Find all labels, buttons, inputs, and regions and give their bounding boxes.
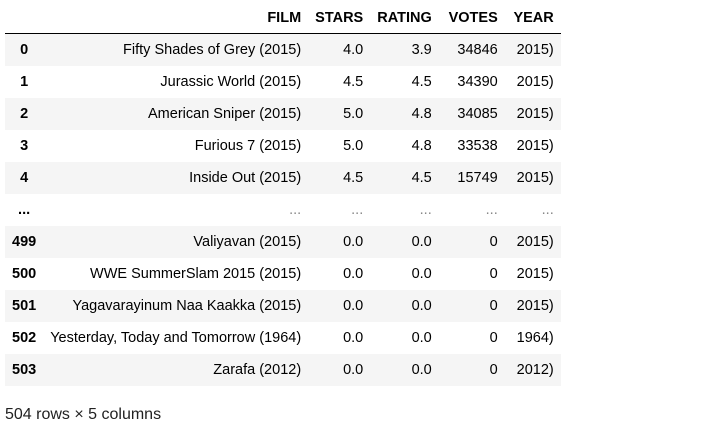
index-header xyxy=(5,2,44,34)
cell-film: WWE SummerSlam 2015 (2015) xyxy=(90,266,302,282)
cell-votes: 34390 xyxy=(457,74,498,90)
cell-year: 2015) xyxy=(516,170,554,186)
row-index: ... xyxy=(18,202,31,218)
row-index: 2 xyxy=(20,106,29,122)
cell-stars: 0.0 xyxy=(343,362,364,378)
cell-rating: 0.0 xyxy=(411,330,432,346)
cell-year: 1964) xyxy=(516,330,554,346)
row-index: 503 xyxy=(12,362,37,378)
cell-stars: 0.0 xyxy=(343,234,364,250)
cell-rating: 0.0 xyxy=(411,266,432,282)
cell-film: Yagavarayinum Naa Kaakka (2015) xyxy=(72,298,302,314)
cell-year: 2015) xyxy=(516,234,554,250)
cell-stars: 0.0 xyxy=(343,298,364,314)
cell-year: 2015) xyxy=(516,266,554,282)
cell-film: Fifty Shades of Grey (2015) xyxy=(123,42,302,58)
cell-film: Yesterday, Today and Tomorrow (1964) xyxy=(50,330,302,346)
cell-votes: ... xyxy=(485,202,498,218)
cell-year: 2015) xyxy=(516,106,554,122)
row-index: 501 xyxy=(12,298,37,314)
table-row: 3 Furious 7 (2015) 5.0 4.8 33538 2015) xyxy=(5,130,561,162)
row-index: 3 xyxy=(20,138,29,154)
cell-stars: 4.0 xyxy=(343,42,364,58)
cell-stars: 4.5 xyxy=(343,74,364,90)
cell-votes: 0 xyxy=(489,330,498,346)
column-header-film: FILM xyxy=(43,2,309,34)
cell-year: 2015) xyxy=(516,42,554,58)
cell-votes: 34085 xyxy=(457,106,498,122)
cell-rating: 0.0 xyxy=(411,362,432,378)
cell-votes: 34846 xyxy=(457,42,498,58)
table-row: 1 Jurassic World (2015) 4.5 4.5 34390 20… xyxy=(5,66,561,98)
shape-summary: 504 rows × 5 columns xyxy=(5,406,162,423)
cell-rating: ... xyxy=(419,202,432,218)
ellipsis-row: ... ... ... ... ... ... xyxy=(5,194,561,226)
cell-rating: 3.9 xyxy=(411,42,432,58)
cell-rating: 0.0 xyxy=(411,298,432,314)
column-header-stars: STARS xyxy=(308,2,371,34)
cell-votes: 0 xyxy=(489,362,498,378)
cell-votes: 0 xyxy=(489,266,498,282)
cell-rating: 4.5 xyxy=(411,170,432,186)
table-row: 4 Inside Out (2015) 4.5 4.5 15749 2015) xyxy=(5,162,561,194)
table-row: 2 American Sniper (2015) 5.0 4.8 34085 2… xyxy=(5,98,561,130)
table-row: 503 Zarafa (2012) 0.0 0.0 0 2012) xyxy=(5,354,561,386)
row-index: 0 xyxy=(20,42,29,58)
column-header-year: YEAR xyxy=(504,2,561,34)
cell-stars: 5.0 xyxy=(343,106,364,122)
cell-year: 2015) xyxy=(516,74,554,90)
cell-stars: 0.0 xyxy=(343,330,364,346)
cell-votes: 15749 xyxy=(457,170,498,186)
cell-rating: 4.5 xyxy=(411,74,432,90)
cell-stars: ... xyxy=(351,202,364,218)
row-index: 502 xyxy=(12,330,37,346)
cell-film: Valiyavan (2015) xyxy=(193,234,302,250)
cell-votes: 0 xyxy=(489,234,498,250)
row-index: 1 xyxy=(20,74,29,90)
cell-year: ... xyxy=(541,202,554,218)
cell-film: Inside Out (2015) xyxy=(189,170,302,186)
cell-year: 2015) xyxy=(516,138,554,154)
cell-film: Zarafa (2012) xyxy=(213,362,302,378)
table-row: 500 WWE SummerSlam 2015 (2015) 0.0 0.0 0… xyxy=(5,258,561,290)
cell-stars: 5.0 xyxy=(343,138,364,154)
dataframe-output: FILM STARS RATING VOTES YEAR 0 Fifty Sha… xyxy=(5,2,561,386)
cell-votes: 33538 xyxy=(457,138,498,154)
table-row: 502 Yesterday, Today and Tomorrow (1964)… xyxy=(5,322,561,354)
table-row: 499 Valiyavan (2015) 0.0 0.0 0 2015) xyxy=(5,226,561,258)
row-index: 499 xyxy=(12,234,37,250)
row-index: 500 xyxy=(12,266,37,282)
table-row: 501 Yagavarayinum Naa Kaakka (2015) 0.0 … xyxy=(5,290,561,322)
row-index: 4 xyxy=(20,170,29,186)
cell-stars: 4.5 xyxy=(343,170,364,186)
cell-film: Furious 7 (2015) xyxy=(194,138,302,154)
cell-rating: 4.8 xyxy=(411,106,432,122)
column-header-votes: VOTES xyxy=(438,2,505,34)
cell-year: 2012) xyxy=(516,362,554,378)
cell-film: American Sniper (2015) xyxy=(148,106,302,122)
cell-rating: 4.8 xyxy=(411,138,432,154)
table-row: 0 Fifty Shades of Grey (2015) 4.0 3.9 34… xyxy=(5,33,561,66)
cell-film: ... xyxy=(289,202,302,218)
header-row: FILM STARS RATING VOTES YEAR xyxy=(5,2,561,34)
cell-year: 2015) xyxy=(516,298,554,314)
cell-stars: 0.0 xyxy=(343,266,364,282)
cell-votes: 0 xyxy=(489,298,498,314)
column-header-rating: RATING xyxy=(370,2,439,34)
cell-rating: 0.0 xyxy=(411,234,432,250)
dataframe-table: FILM STARS RATING VOTES YEAR 0 Fifty Sha… xyxy=(5,2,561,386)
cell-film: Jurassic World (2015) xyxy=(160,74,302,90)
